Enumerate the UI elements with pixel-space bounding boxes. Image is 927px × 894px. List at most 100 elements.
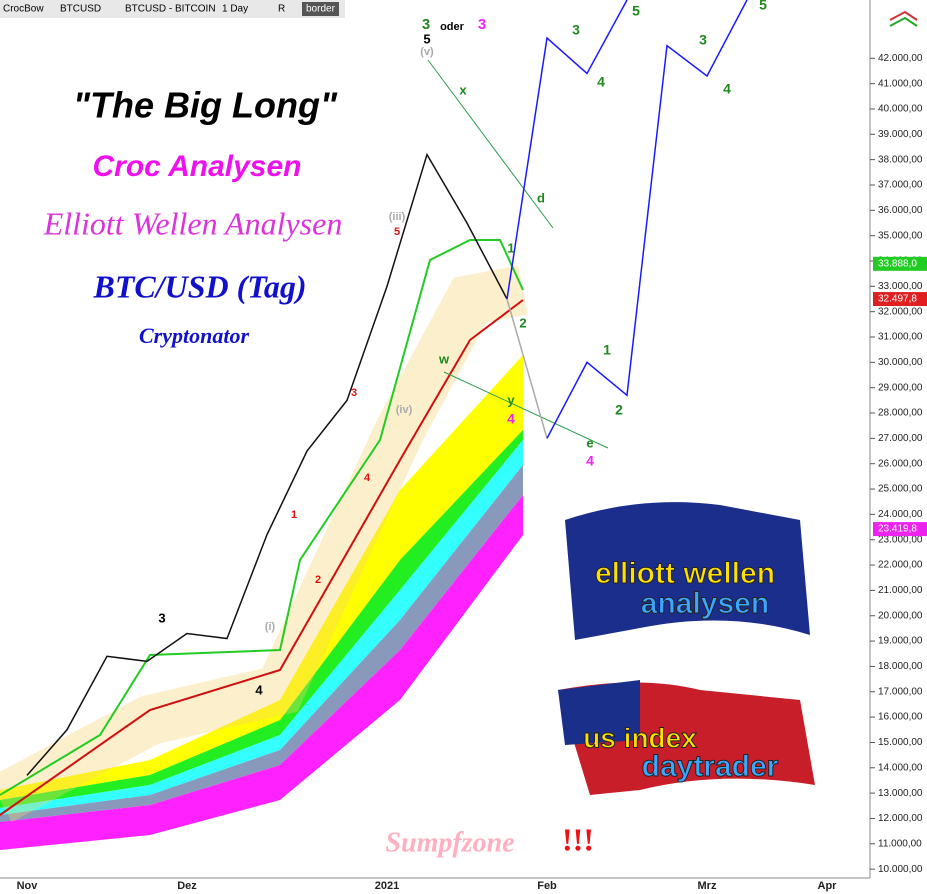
y-tick-label: 31.000,00 — [878, 332, 923, 343]
x-tick-label: Apr — [818, 880, 838, 892]
y-tick-label: 30.000,00 — [878, 357, 923, 368]
y-tick-label: 14.000,00 — [878, 762, 923, 773]
wave-label: 3 — [699, 32, 707, 48]
wave-label: 2 — [615, 402, 623, 418]
wave-label: 1 — [603, 342, 611, 358]
y-axis-panel — [870, 0, 927, 894]
x-tick-label: Feb — [537, 880, 557, 892]
wave-label: (iii) — [389, 211, 406, 223]
wave-label: 2 — [519, 315, 526, 330]
y-tick-label: 38.000,00 — [878, 154, 923, 165]
price-tag — [873, 292, 927, 307]
icon[interactable] — [889, 10, 918, 21]
icon[interactable] — [889, 16, 918, 27]
toolbar-item: border — [306, 4, 336, 15]
trendline — [427, 59, 554, 229]
price-tag-label: 23.419,8 — [878, 524, 917, 535]
wave-label: 4 — [723, 81, 731, 97]
series-line — [546, 0, 748, 439]
price-tag — [873, 522, 927, 537]
wave-label: (iv) — [396, 404, 413, 416]
x-axis-panel — [0, 878, 927, 894]
us-flag-canton — [558, 680, 640, 745]
wave-label: 4 — [597, 74, 605, 90]
wave-label: 3 — [351, 387, 357, 399]
y-tick-label: 26.000,00 — [878, 458, 923, 469]
y-tick-label: 20.000,00 — [878, 610, 923, 621]
subtitle: BTC/USD (Tag) — [92, 268, 306, 304]
footer-text: Sumpfzone — [385, 827, 514, 858]
y-tick-label: 22.000,00 — [878, 560, 923, 571]
toolbar-item: R — [278, 4, 285, 15]
x-tick-label: Nov — [17, 880, 39, 892]
y-tick-label: 40.000,00 — [878, 104, 923, 115]
y-tick-label: 39.000,00 — [878, 129, 923, 140]
y-tick-label: 25.000,00 — [878, 484, 923, 495]
ribbon-band — [0, 430, 523, 808]
price-tag — [873, 256, 927, 271]
y-tick-label: 27.000,00 — [878, 433, 923, 444]
y-tick-label: 10.000,00 — [878, 864, 923, 875]
y-tick-label: 16.000,00 — [878, 712, 923, 723]
wave-label: 4 — [255, 682, 263, 697]
ribbon-band — [0, 495, 523, 850]
wave-label: 3 — [478, 16, 486, 33]
y-tick-label: 33.000,00 — [878, 281, 923, 292]
y-tick-label: 42.000,00 — [878, 53, 923, 64]
eu-flag — [565, 502, 810, 640]
wave-label: x — [459, 82, 467, 97]
series-line — [506, 0, 628, 300]
y-tick-label: 37.000,00 — [878, 180, 923, 191]
y-tick-label: 28.000,00 — [878, 408, 923, 419]
y-tick-label: 13.000,00 — [878, 788, 923, 799]
moving-average — [0, 299, 524, 816]
logo-text: elliott wellen — [595, 557, 775, 590]
subtitle: Elliott Wellen Analysen — [43, 205, 343, 241]
wave-label: 4 — [586, 453, 594, 469]
moving-average — [0, 239, 524, 796]
y-tick-label: 12.000,00 — [878, 813, 923, 824]
toolbar-button — [302, 2, 339, 16]
y-tick-label: 11.000,00 — [878, 838, 922, 849]
price-tag-label: 32.497,8 — [878, 294, 917, 305]
toolbar-item: BTCUSD — [60, 4, 101, 15]
toolbar-item: 1 Day — [222, 4, 248, 15]
ribbon-band — [0, 355, 523, 800]
x-tick-label: Dez — [177, 880, 197, 892]
logo-text: us index — [583, 722, 697, 753]
toolbar-item: CrocBow — [3, 4, 44, 15]
wave-label: oder — [440, 21, 465, 33]
toolbar-item: BTCUSD - BITCOIN — [125, 4, 216, 15]
wave-label: (v) — [420, 46, 434, 58]
series-line — [26, 152, 508, 776]
y-tick-label: 41.000,00 — [878, 78, 923, 89]
logo-text: daytrader — [642, 750, 779, 783]
y-tick-label: 19.000,00 — [878, 636, 923, 647]
toolbar — [0, 0, 345, 18]
wave-label: 4 — [364, 472, 371, 484]
wave-label: 5 — [632, 3, 640, 19]
y-tick-label: 36.000,00 — [878, 205, 923, 216]
ribbon-fan — [0, 265, 528, 823]
y-tick-label: 21.000,00 — [878, 585, 923, 596]
subtitle: Cryptonator — [139, 323, 249, 348]
wave-label: 1 — [507, 240, 514, 255]
wave-label: 3 — [572, 22, 580, 38]
logo-text: analysen — [641, 587, 769, 620]
wave-label: y — [507, 392, 515, 407]
price-tag-label: 33.888,0 — [878, 258, 917, 269]
wave-label: 5 — [423, 31, 430, 46]
x-tick-label: 2021 — [375, 880, 399, 892]
wave-label: w — [438, 351, 450, 366]
y-tick-label: 15.000,00 — [878, 737, 923, 748]
y-tick-label: 24.000,00 — [878, 509, 923, 520]
moving-average-ribbons — [0, 239, 528, 850]
wave-label: 3 — [158, 610, 165, 625]
trendline — [443, 371, 609, 449]
wave-label: 5 — [394, 226, 400, 238]
y-tick-label: 32.000,00 — [878, 306, 923, 317]
chart-title: "The Big Long" — [73, 85, 338, 126]
y-tick-label: 17.000,00 — [878, 686, 923, 697]
wave-label: 5 — [759, 0, 767, 13]
